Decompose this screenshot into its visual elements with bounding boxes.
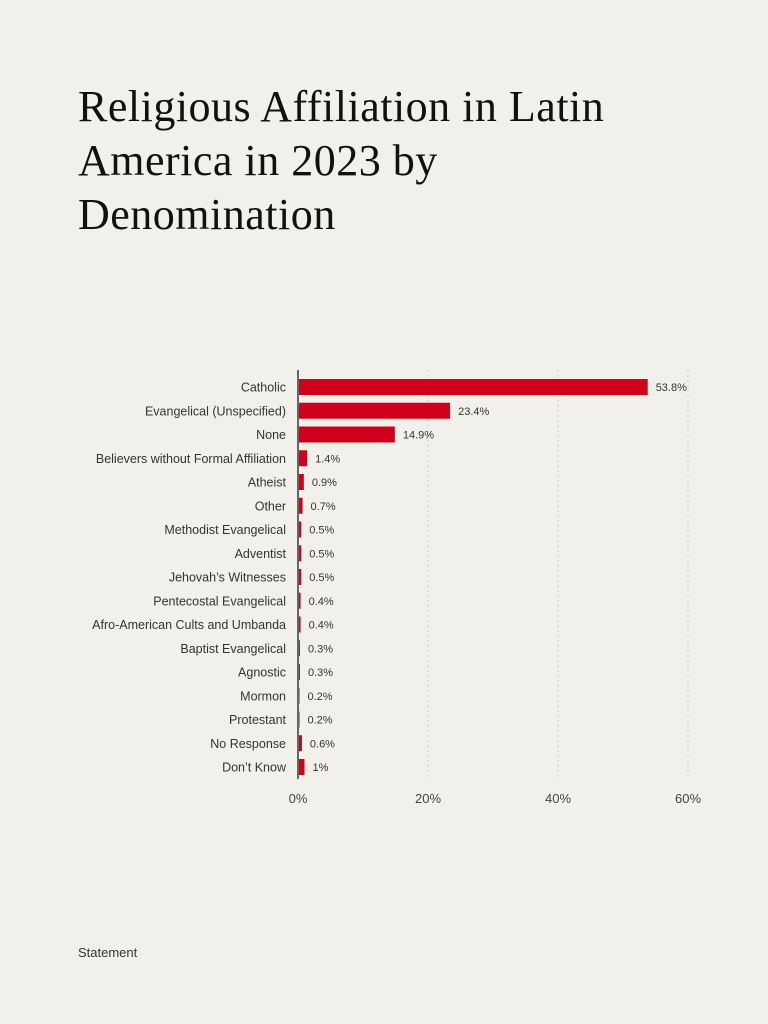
data-label: 0.4% [309, 596, 334, 608]
data-label: 0.3% [308, 643, 333, 655]
chart-title: Religious Affiliation in Latin America i… [78, 82, 605, 239]
bar [298, 616, 301, 633]
data-label: 0.5% [309, 525, 334, 537]
data-label: 1% [313, 762, 329, 774]
category-label: Afro-American Cults and Umbanda [92, 618, 286, 632]
x-tick-label: 40% [545, 791, 571, 806]
data-label: 0.2% [308, 691, 333, 703]
category-label: Evangelical (Unspecified) [145, 404, 286, 418]
bar [298, 545, 302, 562]
data-label: 0.4% [309, 620, 334, 632]
bar [298, 474, 304, 490]
data-label: 53.8% [656, 382, 687, 394]
data-label: 0.5% [309, 548, 334, 560]
bar [298, 592, 301, 609]
category-label: Atheist [248, 476, 287, 490]
category-label: Protestant [229, 713, 287, 727]
bar [298, 379, 648, 395]
bar [298, 450, 308, 467]
category-label: Methodist Evangelical [164, 523, 286, 537]
data-label: 14.9% [403, 430, 434, 442]
category-label: Pentecostal Evangelical [153, 594, 286, 608]
category-label: Mormon [240, 689, 286, 703]
data-label: 0.3% [308, 667, 333, 679]
data-label: 23.4% [458, 406, 489, 418]
bar [298, 426, 395, 443]
category-label: Believers without Formal Affiliation [96, 452, 286, 466]
data-label: 0.5% [309, 572, 334, 584]
data-label: 0.6% [310, 738, 335, 750]
bar [298, 497, 303, 514]
category-label: No Response [210, 737, 286, 751]
data-label: 0.9% [312, 477, 337, 489]
source-footer: Statement [78, 945, 138, 960]
bar [298, 759, 305, 775]
data-label: 0.7% [311, 501, 336, 513]
bar [298, 402, 451, 419]
category-label: None [256, 428, 286, 442]
data-label: 1.4% [315, 453, 340, 465]
category-label: Jehovah’s Witnesses [169, 571, 286, 585]
bar [298, 521, 302, 538]
category-label: Baptist Evangelical [180, 642, 286, 656]
category-label: Other [255, 499, 286, 513]
category-label: Don’t Know [222, 761, 287, 775]
bar [298, 735, 302, 752]
x-tick-label: 60% [675, 791, 701, 806]
category-label: Adventist [235, 547, 287, 561]
category-label: Catholic [241, 381, 286, 395]
bar [298, 569, 302, 585]
data-label: 0.2% [308, 715, 333, 727]
category-label: Agnostic [238, 666, 286, 680]
x-tick-label: 20% [415, 791, 441, 806]
x-tick-label: 0% [289, 791, 308, 806]
